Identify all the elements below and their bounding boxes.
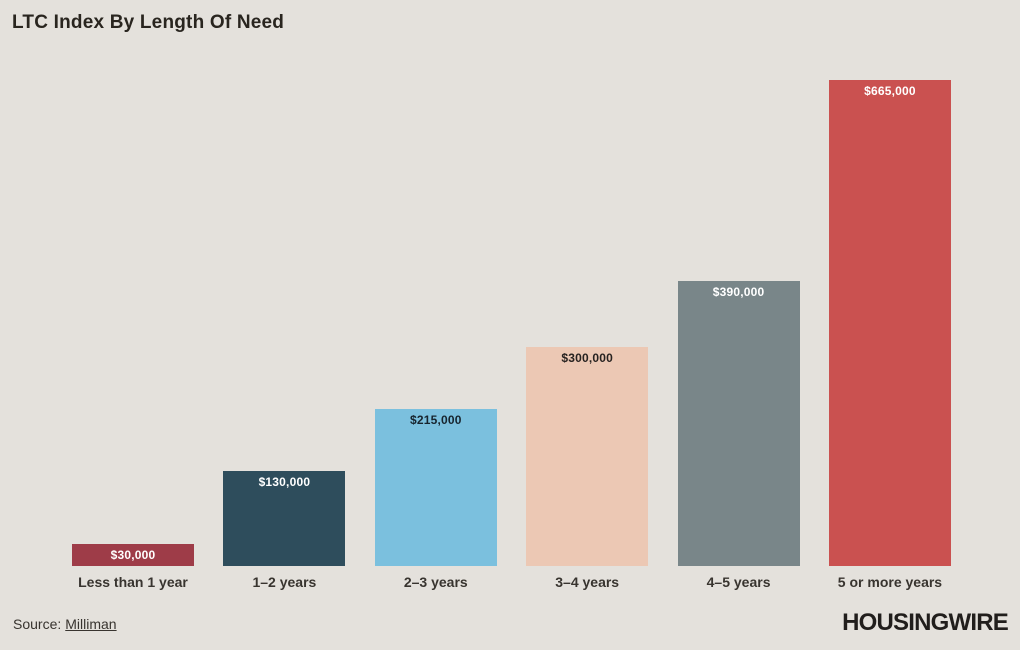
bar-value-label: $215,000 <box>409 413 462 427</box>
bar-value-label: $130,000 <box>258 475 311 489</box>
bar-value-label: $665,000 <box>864 84 916 98</box>
x-axis-label: 2–3 years <box>403 574 468 590</box>
bar-column: $215,000 2–3 years <box>374 80 497 590</box>
bar-column: $130,000 1–2 years <box>223 80 346 590</box>
bar-value-label: $30,000 <box>110 548 156 562</box>
x-axis-label: Less than 1 year <box>78 574 188 590</box>
x-axis-label: 5 or more years <box>837 574 943 590</box>
bar-chart: $30,000 Less than 1 year $130,000 1–2 years… <box>72 80 951 590</box>
x-axis-label: 1–2 years <box>252 574 317 590</box>
bar: $30,000 <box>72 544 194 566</box>
source-note: Source: Milliman <box>13 616 117 632</box>
bar: $130,000 <box>223 471 346 566</box>
bar: $300,000 <box>526 347 649 566</box>
bar: $215,000 <box>374 409 497 566</box>
housingwire-logo: HOUSINGWIRE <box>842 609 1009 636</box>
bar: $665,000 <box>828 80 951 566</box>
bar-value-label: $390,000 <box>712 285 765 299</box>
bar-value-label: $300,000 <box>561 351 613 365</box>
source-prefix: Source: <box>13 616 62 632</box>
x-axis-label: 3–4 years <box>555 574 620 590</box>
bar-column: $300,000 3–4 years <box>526 80 649 590</box>
bar-column: $30,000 Less than 1 year <box>72 80 194 590</box>
source-link[interactable]: Milliman <box>65 616 117 632</box>
x-axis-label: 4–5 years <box>706 574 771 590</box>
bar: $390,000 <box>677 281 800 566</box>
chart-title: LTC Index By Length Of Need <box>12 12 285 33</box>
bar-column: $390,000 4–5 years <box>677 80 800 590</box>
bar-column: $665,000 5 or more years <box>828 80 951 590</box>
